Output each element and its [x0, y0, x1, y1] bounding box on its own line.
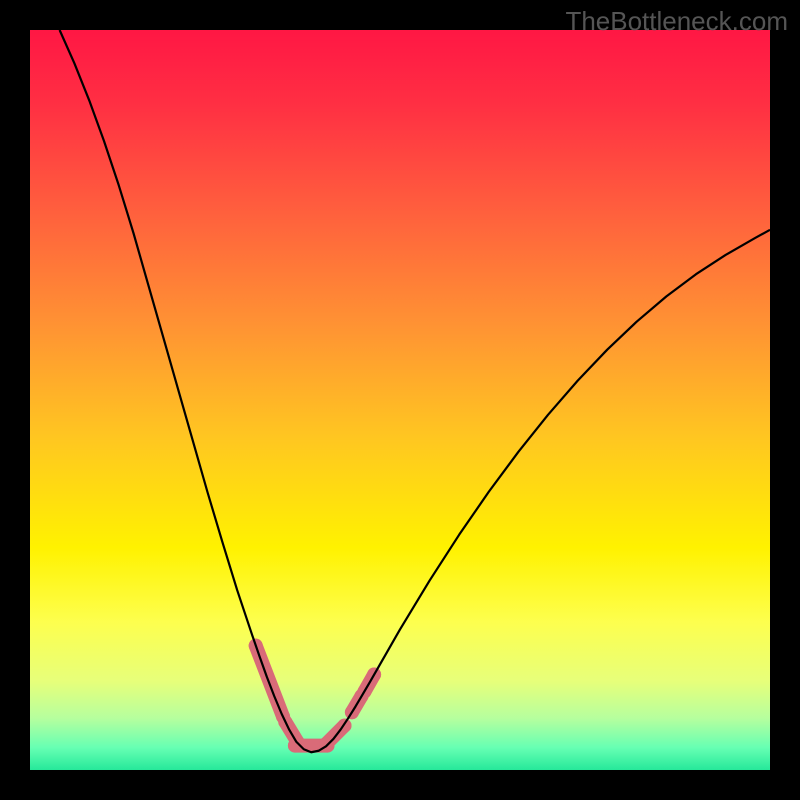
chart-container: TheBottleneck.com: [0, 0, 800, 800]
watermark-label: TheBottleneck.com: [565, 6, 788, 37]
chart-svg: [0, 0, 800, 800]
plot-area: [30, 30, 770, 770]
